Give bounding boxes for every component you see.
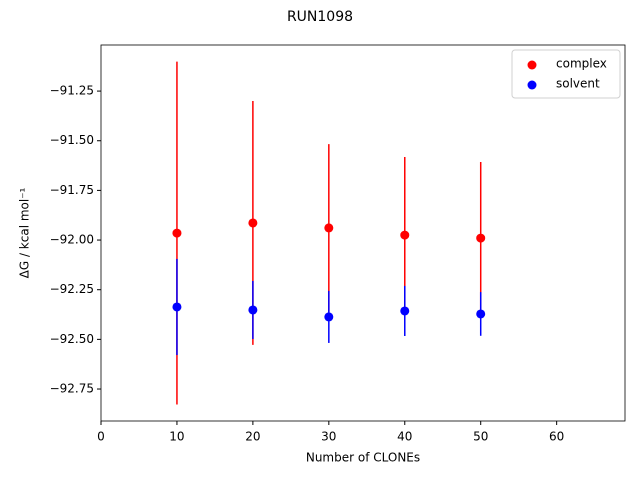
- x-tick-label: 60: [549, 430, 564, 444]
- y-tick-label: −91.25: [50, 84, 94, 98]
- data-point: [324, 223, 334, 233]
- legend-label: complex: [556, 57, 607, 71]
- y-tick-label: −92.25: [50, 282, 94, 296]
- y-tick-label: −91.75: [50, 183, 94, 197]
- data-point: [400, 230, 410, 240]
- plot-frame: [100, 44, 626, 422]
- y-tick-label: −92.50: [50, 332, 94, 346]
- x-tick-label: 0: [97, 430, 105, 444]
- y-tick-label: −92.00: [50, 233, 94, 247]
- y-tick-label: −92.75: [50, 382, 94, 396]
- y-axis-label: ΔG / kcal mol⁻¹: [18, 187, 32, 278]
- data-point: [400, 306, 410, 316]
- x-tick-label: 10: [169, 430, 184, 444]
- chart-title: RUN1098: [287, 9, 353, 25]
- y-tick-label: −91.50: [50, 133, 94, 147]
- data-point: [324, 312, 334, 322]
- data-point: [172, 228, 182, 238]
- x-tick-label: 40: [397, 430, 412, 444]
- legend-box: [511, 49, 621, 99]
- data-point: [476, 233, 486, 243]
- x-axis-label: Number of CLONEs: [306, 451, 420, 465]
- x-tick-label: 50: [473, 430, 488, 444]
- data-point: [248, 218, 258, 228]
- x-tick-label: 30: [321, 430, 336, 444]
- x-tick-label: 20: [245, 430, 260, 444]
- legend-label: solvent: [556, 77, 600, 91]
- legend-marker: [527, 60, 537, 70]
- legend-marker: [527, 80, 537, 90]
- data-point: [476, 309, 486, 319]
- data-point: [172, 302, 182, 312]
- data-point: [248, 305, 258, 315]
